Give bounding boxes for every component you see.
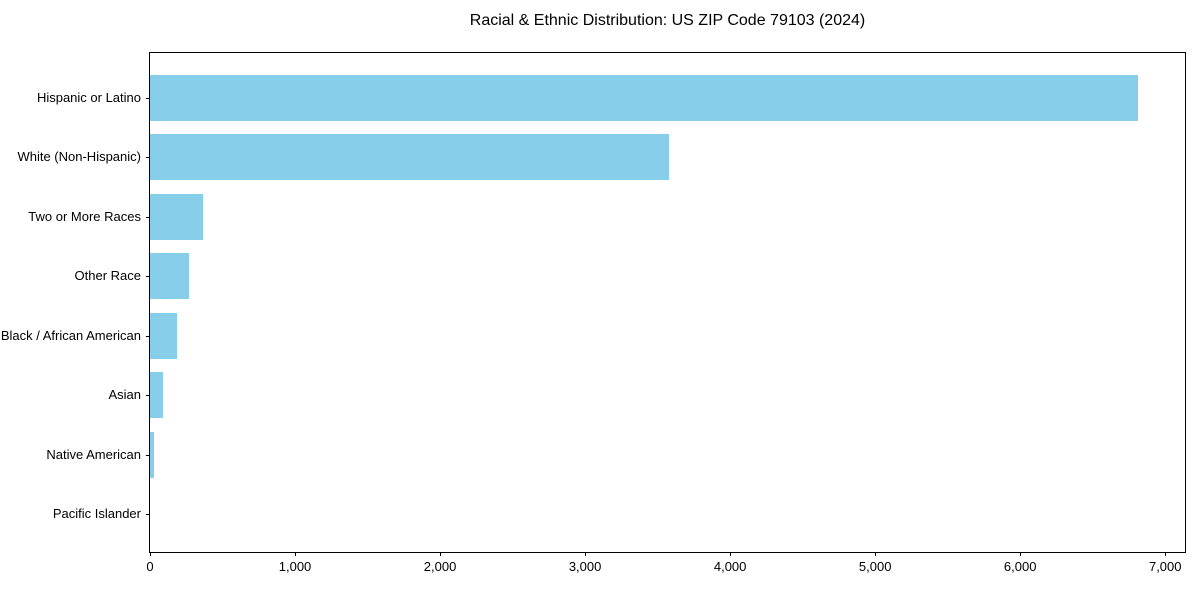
x-axis-tick (440, 552, 442, 556)
x-axis-tick (730, 552, 732, 556)
x-axis-tick-label: 0 (146, 559, 154, 574)
y-axis-tick (146, 157, 150, 159)
y-axis-tick (146, 98, 150, 99)
chart-title: Racial & Ethnic Distribution: US ZIP Cod… (469, 12, 866, 29)
y-axis-label-two-or-more-races: Two or More Races (28, 208, 141, 224)
plot-area: Hispanic or Latino White (Non-Hispanic) Tw… (1, 52, 1186, 574)
y-axis-tick (146, 216, 150, 218)
x-axis-tick-label: 3,000 (568, 559, 602, 574)
x-axis-tick-label: 4,000 (713, 559, 747, 574)
y-axis-tick (146, 335, 150, 337)
y-axis-tick (146, 514, 150, 515)
bar-other-race (150, 253, 189, 300)
x-axis-tick-label: 2,000 (423, 559, 457, 574)
y-axis-tick (146, 395, 150, 397)
bar-two-or-more-races (150, 193, 203, 240)
x-axis-tick (150, 552, 151, 556)
bar-white-non-hispanic (150, 134, 669, 181)
y-axis-label-asian: Asian (108, 387, 141, 403)
bar-hispanic-or-latino (150, 75, 1138, 121)
y-axis-label-white-non-hispanic: White (Non-Hispanic) (17, 149, 141, 165)
x-axis-tick-label: 1,000 (278, 559, 312, 574)
x-axis-tick (1165, 552, 1167, 556)
bar-black-african-american (150, 312, 177, 359)
x-axis-tick (875, 552, 877, 556)
bar-asian (150, 372, 163, 419)
x-axis-tick-label: 7,000 (1148, 559, 1182, 574)
y-axis-tick (146, 276, 150, 278)
y-axis-label-native-american: Native American (46, 446, 141, 462)
y-axis-tick (146, 454, 150, 456)
y-axis-label-hispanic-or-latino: Hispanic or Latino (36, 90, 141, 105)
x-axis-tick (1020, 552, 1022, 556)
y-axis-label-pacific-islander: Pacific Islander (52, 506, 141, 521)
x-axis-tick (295, 552, 297, 556)
x-axis-tick (585, 552, 587, 556)
y-axis-label-black-african-american: Black / African American (0, 327, 141, 343)
bar-native-american (150, 431, 154, 478)
x-axis-tick-label: 6,000 (1003, 559, 1037, 574)
y-axis-label-other-race: Other Race (74, 268, 141, 284)
x-axis-tick-label: 5,000 (858, 559, 892, 574)
